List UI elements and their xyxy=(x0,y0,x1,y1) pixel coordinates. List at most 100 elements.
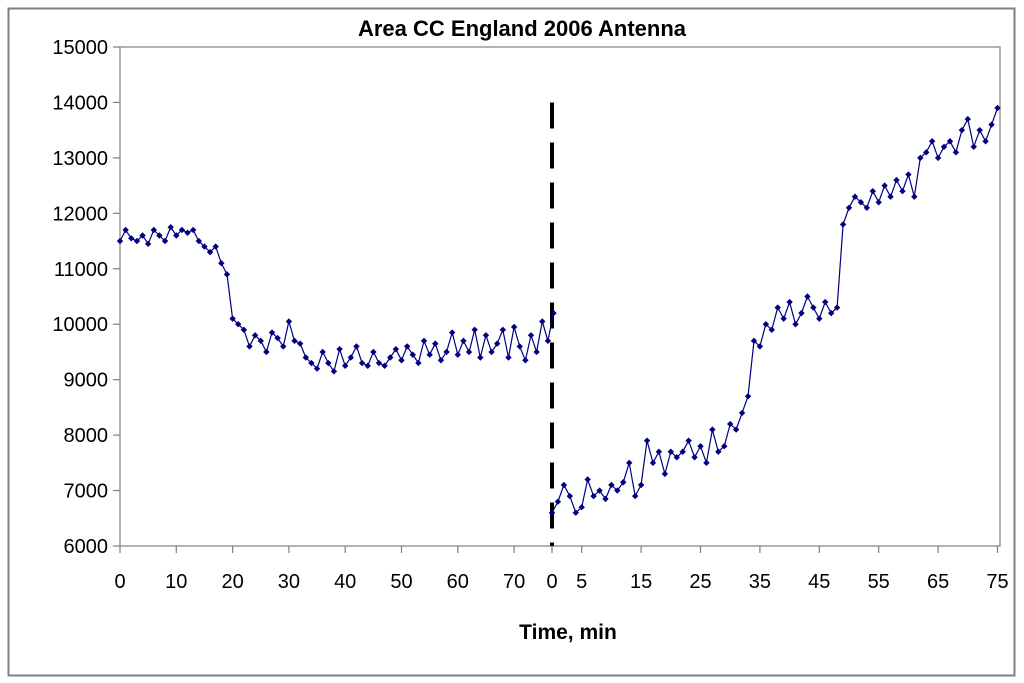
data-point xyxy=(667,448,674,455)
plot-area xyxy=(119,46,1001,547)
x-tick-label: 5 xyxy=(576,571,587,593)
series-group xyxy=(116,104,1001,516)
data-point xyxy=(420,337,428,345)
data-point xyxy=(833,304,841,311)
x-tick-label: 75 xyxy=(986,571,1008,593)
data-point xyxy=(499,326,507,333)
data-point xyxy=(560,481,568,489)
data-point xyxy=(527,332,535,339)
y-tick-label: 15000 xyxy=(52,37,108,59)
data-point xyxy=(471,326,478,333)
data-point xyxy=(649,459,657,467)
data-point xyxy=(448,329,456,336)
data-point xyxy=(614,487,621,494)
data-point xyxy=(810,304,817,311)
data-point xyxy=(437,357,445,364)
data-point xyxy=(602,495,609,503)
data-point xyxy=(994,104,1001,112)
data-point xyxy=(780,315,787,322)
data-point xyxy=(330,368,338,375)
x-tick-label: 60 xyxy=(447,571,469,593)
data-point xyxy=(608,481,615,489)
data-point xyxy=(727,420,734,428)
x-tick-label: 35 xyxy=(749,571,771,593)
data-point xyxy=(578,503,585,511)
data-point xyxy=(857,199,865,206)
data-point xyxy=(336,345,343,353)
data-point xyxy=(655,448,663,455)
data-point xyxy=(280,343,287,350)
data-point xyxy=(426,351,433,358)
data-point xyxy=(347,354,355,361)
data-point xyxy=(122,226,129,234)
data-point xyxy=(792,321,799,328)
chart-title: Area CC England 2006 Antenna xyxy=(358,16,687,41)
data-point xyxy=(387,354,394,361)
data-point xyxy=(432,340,439,347)
data-point xyxy=(715,448,722,455)
data-point xyxy=(539,318,546,325)
data-point xyxy=(691,454,698,461)
data-point xyxy=(917,154,924,162)
y-tick-label: 8000 xyxy=(64,425,109,447)
data-point xyxy=(206,248,214,256)
data-point xyxy=(488,348,495,356)
data-point xyxy=(822,298,829,306)
data-point xyxy=(358,359,366,367)
data-point xyxy=(804,293,811,300)
data-point xyxy=(274,334,281,342)
data-point xyxy=(982,138,989,145)
data-point xyxy=(494,340,501,347)
x-tick-label: 40 xyxy=(334,571,356,593)
data-point xyxy=(976,126,983,134)
x-axis-label: Time, min xyxy=(519,621,617,644)
data-point xyxy=(325,359,332,367)
data-point xyxy=(235,321,242,328)
data-point xyxy=(375,359,383,367)
data-point xyxy=(881,182,888,189)
data-point xyxy=(505,354,512,361)
data-point xyxy=(342,362,349,370)
data-point xyxy=(768,326,775,333)
data-point xyxy=(167,223,174,231)
x-tick-label: 0 xyxy=(114,571,125,593)
data-point xyxy=(516,343,523,350)
data-point xyxy=(596,487,603,494)
data-point xyxy=(403,343,411,350)
data-point xyxy=(703,459,710,467)
data-point xyxy=(548,509,556,516)
data-point xyxy=(223,271,231,278)
data-point xyxy=(319,348,326,356)
data-point xyxy=(477,354,484,361)
data-point xyxy=(550,309,557,317)
data-point xyxy=(679,448,686,455)
x-tick-label: 70 xyxy=(503,571,525,593)
data-point xyxy=(554,498,562,505)
data-point xyxy=(661,470,669,478)
data-point xyxy=(201,243,208,250)
series-line-segment-2 xyxy=(551,107,999,514)
data-point xyxy=(460,337,467,345)
data-point xyxy=(116,237,124,245)
data-point xyxy=(911,193,918,200)
y-axis: 6000 7000 8000 9000 10000 11000 12000 13000 1400… xyxy=(52,37,120,558)
data-point xyxy=(268,329,276,336)
data-point xyxy=(685,437,692,444)
data-point xyxy=(637,481,645,489)
data-point xyxy=(246,343,253,350)
y-tick-label: 13000 xyxy=(52,148,108,170)
x-tick-label: 10 xyxy=(165,571,187,593)
data-point xyxy=(626,459,633,467)
data-point xyxy=(970,143,977,150)
x-tick-label: 25 xyxy=(689,571,711,593)
y-tick-label: 12000 xyxy=(52,203,108,225)
data-point xyxy=(409,351,416,358)
data-point xyxy=(620,479,627,486)
data-point xyxy=(709,426,716,433)
data-point xyxy=(522,357,529,364)
data-point xyxy=(952,149,960,156)
data-point xyxy=(673,454,680,461)
data-point xyxy=(218,260,225,267)
data-point xyxy=(923,149,930,156)
